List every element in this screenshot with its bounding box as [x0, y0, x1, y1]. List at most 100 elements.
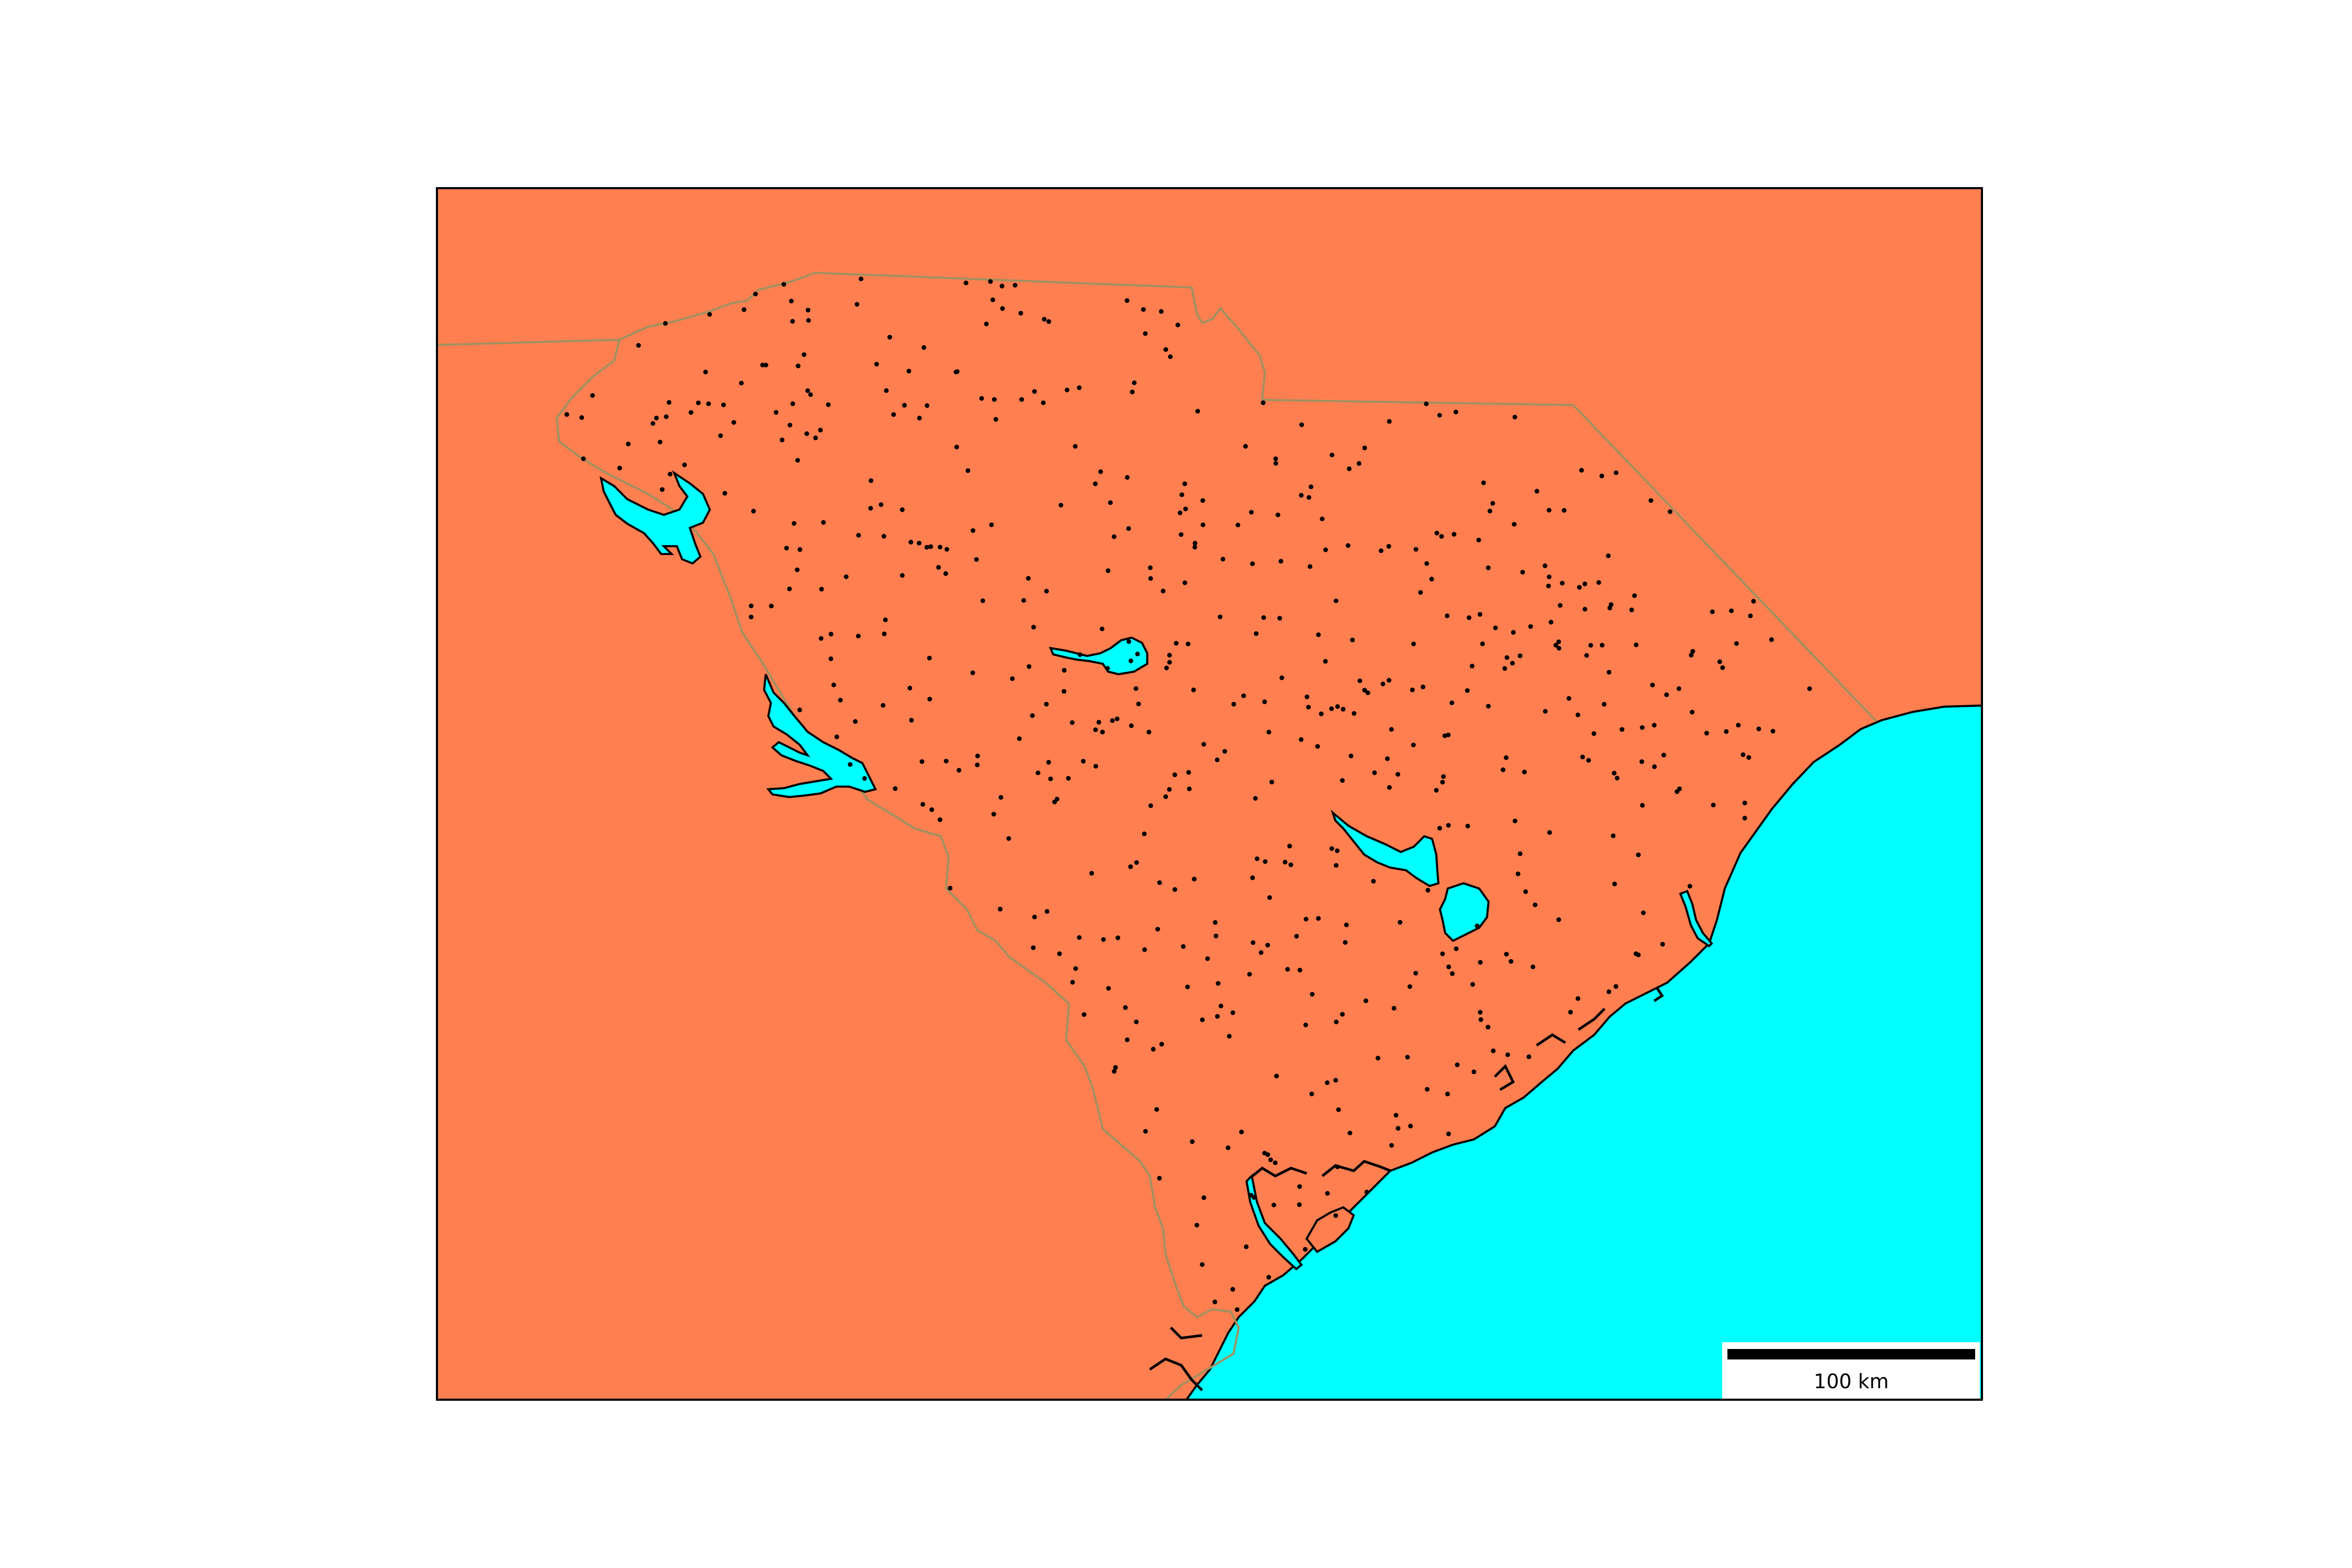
point-marker	[1148, 565, 1153, 570]
point-marker	[1446, 823, 1451, 828]
point-marker	[1711, 802, 1716, 808]
point-marker	[1235, 1307, 1240, 1312]
point-marker	[1112, 534, 1116, 539]
point-marker	[1471, 1069, 1477, 1075]
point-marker	[1101, 937, 1106, 942]
coastline-mid	[1321, 987, 1664, 1177]
point-marker	[1434, 531, 1439, 536]
point-marker	[1480, 641, 1485, 647]
point-marker	[1547, 830, 1552, 835]
point-marker	[1329, 846, 1334, 851]
point-marker	[887, 335, 892, 340]
point-marker	[1205, 956, 1210, 961]
point-marker	[1077, 935, 1082, 940]
point-marker	[1123, 1005, 1128, 1010]
point-marker	[1262, 699, 1267, 705]
point-marker	[1769, 637, 1774, 642]
point-marker	[1093, 764, 1099, 769]
point-marker	[1316, 916, 1321, 921]
point-marker	[1128, 658, 1134, 663]
point-marker	[1334, 1019, 1339, 1024]
point-marker	[1411, 742, 1416, 747]
point-marker	[1324, 1080, 1330, 1085]
point-marker	[1470, 663, 1474, 668]
point-marker	[826, 402, 831, 407]
point-marker	[1239, 1129, 1244, 1135]
point-marker	[1044, 909, 1050, 914]
point-marker	[1341, 707, 1346, 712]
point-marker	[1323, 547, 1328, 552]
point-marker	[1690, 710, 1695, 714]
coastline-inlet-south	[1149, 1166, 1307, 1391]
point-marker	[925, 403, 930, 408]
point-marker	[1168, 354, 1173, 359]
point-marker	[1019, 397, 1024, 402]
point-marker	[581, 456, 586, 462]
point-marker	[989, 522, 994, 527]
point-marker	[1125, 475, 1130, 480]
point-marker	[748, 614, 754, 619]
lakes	[599, 470, 1490, 942]
point-marker	[1478, 1010, 1483, 1015]
point-marker	[1562, 508, 1567, 513]
point-marker	[1164, 665, 1169, 671]
point-marker	[790, 319, 795, 324]
point-marker	[1230, 1010, 1236, 1016]
point-marker	[1387, 419, 1392, 424]
point-marker	[1192, 540, 1197, 546]
point-marker	[1405, 1055, 1410, 1060]
point-marker	[1387, 785, 1392, 790]
point-marker	[1343, 940, 1348, 945]
point-marker	[1450, 971, 1455, 976]
point-marker	[954, 444, 959, 449]
point-marker	[1607, 670, 1611, 675]
point-marker	[1333, 598, 1339, 603]
point-marker	[1212, 1299, 1217, 1305]
point-marker	[1584, 653, 1589, 658]
point-marker	[1517, 653, 1523, 659]
point-marker	[884, 388, 889, 393]
point-marker	[1478, 612, 1483, 617]
point-marker	[1440, 951, 1445, 956]
point-marker	[682, 462, 687, 467]
point-marker	[1408, 1123, 1413, 1128]
point-marker	[1636, 952, 1641, 958]
point-marker	[1676, 686, 1681, 691]
point-marker	[975, 753, 980, 758]
point-marker	[1526, 1054, 1531, 1059]
point-marker	[919, 759, 925, 764]
point-marker	[990, 297, 995, 303]
point-marker	[1425, 887, 1431, 893]
point-marker	[1266, 1275, 1271, 1280]
point-marker	[979, 396, 984, 401]
point-marker	[1066, 776, 1071, 781]
point-marker	[1129, 389, 1135, 395]
point-marker	[1274, 1074, 1279, 1079]
point-marker	[1612, 881, 1617, 886]
point-marker	[828, 656, 834, 661]
point-marker	[769, 603, 774, 608]
point-marker	[1515, 871, 1520, 877]
point-marker	[789, 298, 794, 304]
point-marker	[787, 586, 792, 592]
point-marker	[774, 410, 779, 415]
point-marker	[751, 509, 756, 514]
point-marker	[1512, 414, 1517, 420]
point-marker	[855, 302, 860, 307]
point-marker	[1467, 615, 1472, 620]
point-marker	[1182, 481, 1187, 487]
point-marker	[1418, 590, 1423, 595]
point-marker	[1178, 510, 1183, 515]
point-marker	[1142, 947, 1147, 952]
point-marker	[1263, 859, 1268, 864]
point-marker	[1362, 688, 1367, 693]
point-marker	[991, 812, 996, 817]
point-marker	[1344, 923, 1349, 927]
point-marker	[1261, 615, 1266, 620]
point-marker	[1348, 753, 1354, 758]
point-marker	[666, 400, 672, 405]
point-marker	[1340, 778, 1345, 783]
point-marker	[1278, 559, 1284, 564]
point-marker	[1375, 1055, 1380, 1060]
point-marker	[1297, 1202, 1302, 1207]
